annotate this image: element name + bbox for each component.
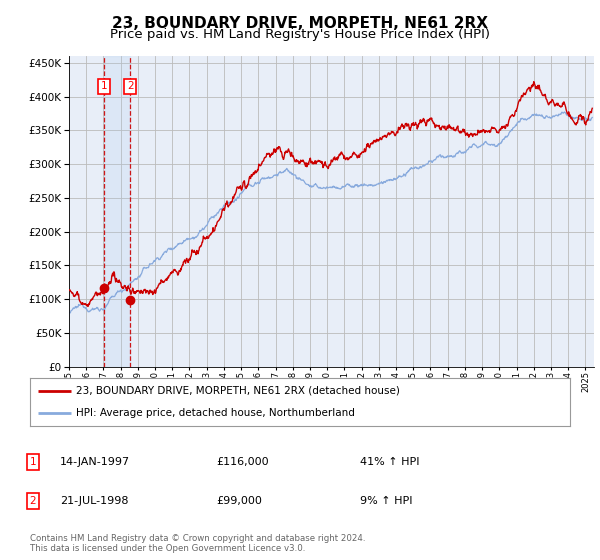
Text: 23, BOUNDARY DRIVE, MORPETH, NE61 2RX: 23, BOUNDARY DRIVE, MORPETH, NE61 2RX: [112, 16, 488, 31]
Text: 21-JUL-1998: 21-JUL-1998: [60, 496, 128, 506]
Text: 1: 1: [101, 81, 107, 91]
Text: 1: 1: [29, 457, 37, 467]
Text: £99,000: £99,000: [216, 496, 262, 506]
Text: 9% ↑ HPI: 9% ↑ HPI: [360, 496, 413, 506]
Text: 14-JAN-1997: 14-JAN-1997: [60, 457, 130, 467]
Text: 41% ↑ HPI: 41% ↑ HPI: [360, 457, 419, 467]
Text: £116,000: £116,000: [216, 457, 269, 467]
Bar: [104, 56, 130, 367]
Text: HPI: Average price, detached house, Northumberland: HPI: Average price, detached house, Nort…: [76, 408, 355, 418]
Text: 2: 2: [29, 496, 37, 506]
Text: Contains HM Land Registry data © Crown copyright and database right 2024.
This d: Contains HM Land Registry data © Crown c…: [30, 534, 365, 553]
Text: Price paid vs. HM Land Registry's House Price Index (HPI): Price paid vs. HM Land Registry's House …: [110, 28, 490, 41]
Text: 2: 2: [127, 81, 134, 91]
Text: 23, BOUNDARY DRIVE, MORPETH, NE61 2RX (detached house): 23, BOUNDARY DRIVE, MORPETH, NE61 2RX (d…: [76, 386, 400, 396]
